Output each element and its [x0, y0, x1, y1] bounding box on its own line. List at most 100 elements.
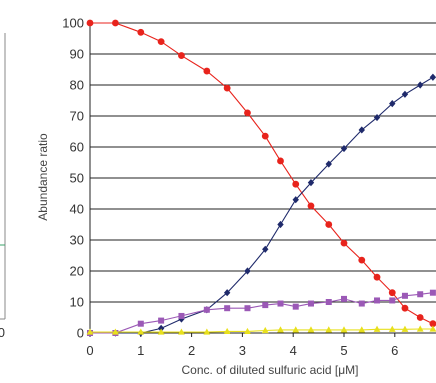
- series-3-point: [261, 326, 269, 334]
- series-3-point: [112, 328, 119, 335]
- series-3-point: [325, 326, 333, 333]
- y-tick-label: 50: [70, 171, 84, 186]
- left-partial-chart: 60: [0, 33, 6, 340]
- series-1-point: [325, 160, 332, 168]
- series-1-point: [401, 90, 409, 98]
- series-0-point: [244, 109, 251, 117]
- series-3-point: [401, 325, 409, 332]
- series-2-point: [417, 291, 424, 298]
- x-tick-label: 0: [86, 343, 93, 358]
- series-1-point: [223, 289, 231, 297]
- series-3-point: [340, 326, 348, 333]
- series-0-point: [325, 221, 333, 228]
- left-chart-x-tick-label: 60: [0, 325, 5, 340]
- series-3-point: [203, 328, 211, 335]
- series-1-point: [157, 324, 165, 332]
- series-3-point: [86, 328, 94, 335]
- series-0-line: [90, 22, 434, 325]
- series-0-point: [429, 320, 436, 328]
- main-chart: 0 10 20 30 40 50 60 70 80 90 100 0 1 2 3 4 5 6 Abundance…: [36, 16, 436, 377]
- x-tick-label: 4: [290, 343, 297, 358]
- series-3-point: [292, 326, 300, 333]
- series-2-point: [224, 305, 231, 312]
- series-1-line: [90, 76, 434, 334]
- series-3-line: [90, 328, 433, 333]
- series-0-point: [340, 239, 348, 247]
- series-2-point: [358, 300, 365, 307]
- y-axis-label: Abundance ratio: [36, 133, 50, 221]
- series-2-point: [325, 299, 332, 305]
- y-tick-label: 100: [62, 16, 84, 31]
- series-2-point: [401, 292, 408, 299]
- series-3-point: [388, 325, 396, 332]
- series-0-point: [137, 28, 145, 36]
- series-0-point: [292, 180, 300, 188]
- series-3-point: [307, 326, 315, 333]
- series-0-point: [86, 19, 94, 27]
- series-0-point: [416, 314, 424, 321]
- y-tick-labels: 0 10 20 30 40 50 60 70 80 90 100: [62, 16, 84, 341]
- series-2-point: [429, 289, 436, 296]
- series-3-point: [373, 325, 381, 332]
- series-2-point: [389, 297, 396, 304]
- series-2-point: [292, 303, 299, 310]
- series-3-point: [178, 328, 185, 335]
- series-1-point: [429, 73, 436, 81]
- y-tick-label: 80: [70, 78, 84, 93]
- series-1-point: [262, 245, 269, 253]
- x-tick-label: 5: [340, 343, 347, 358]
- series-0-point: [277, 157, 284, 165]
- series-0-point: [112, 19, 119, 27]
- y-tick-label: 60: [70, 140, 84, 155]
- series-2-point: [374, 297, 381, 304]
- series-1-point: [277, 220, 284, 229]
- series-0-point: [358, 256, 366, 264]
- series-1-point: [358, 126, 365, 134]
- series-3-point: [429, 325, 436, 332]
- series-1-point: [292, 196, 299, 204]
- series-layer: [86, 19, 436, 337]
- x-tick-label: 2: [188, 343, 195, 358]
- x-tick-labels: 0 1 2 3 4 5 6: [86, 343, 398, 358]
- grid-layer: [89, 22, 436, 337]
- series-3-point: [157, 328, 165, 335]
- series-0-point: [203, 67, 211, 75]
- series-1-point: [340, 144, 348, 153]
- series-3-point: [223, 327, 231, 335]
- x-tick-label: 1: [137, 343, 144, 358]
- series-3-point: [416, 325, 424, 332]
- series-3-point: [244, 327, 251, 335]
- x-axis-label: Conc. of diluted sulfuric acid [μM]: [182, 363, 359, 377]
- x-tick-label: 3: [239, 343, 246, 358]
- series-3-point: [277, 326, 284, 333]
- series-2-point: [277, 300, 284, 307]
- series-3-point: [358, 326, 366, 333]
- series-0-point: [223, 84, 231, 92]
- series-2-line: [90, 292, 433, 334]
- x-tick-label: 6: [391, 343, 398, 358]
- y-tick-label: 20: [70, 264, 84, 279]
- series-1-point: [307, 179, 315, 187]
- series-1-point: [373, 113, 381, 122]
- series-2-point: [341, 295, 347, 302]
- series-1-point: [389, 100, 396, 108]
- y-tick-label: 0: [77, 326, 84, 341]
- series-0-point: [401, 304, 409, 312]
- y-tick-label: 90: [70, 47, 84, 62]
- series-2-point: [262, 302, 269, 309]
- series-2-point: [244, 305, 251, 312]
- series-0-point: [388, 289, 396, 297]
- series-0-point: [178, 52, 185, 59]
- series-0-point: [307, 202, 315, 210]
- series-0-point: [261, 132, 269, 140]
- series-1-point: [417, 81, 424, 89]
- series-0-point: [373, 273, 381, 281]
- series-1-point: [244, 267, 251, 275]
- y-tick-label: 70: [70, 109, 84, 124]
- series-2-point: [178, 312, 185, 319]
- series-3-point: [137, 328, 145, 335]
- series-1-point: [178, 315, 185, 323]
- series-2-point: [137, 320, 144, 327]
- y-tick-label: 40: [70, 202, 84, 217]
